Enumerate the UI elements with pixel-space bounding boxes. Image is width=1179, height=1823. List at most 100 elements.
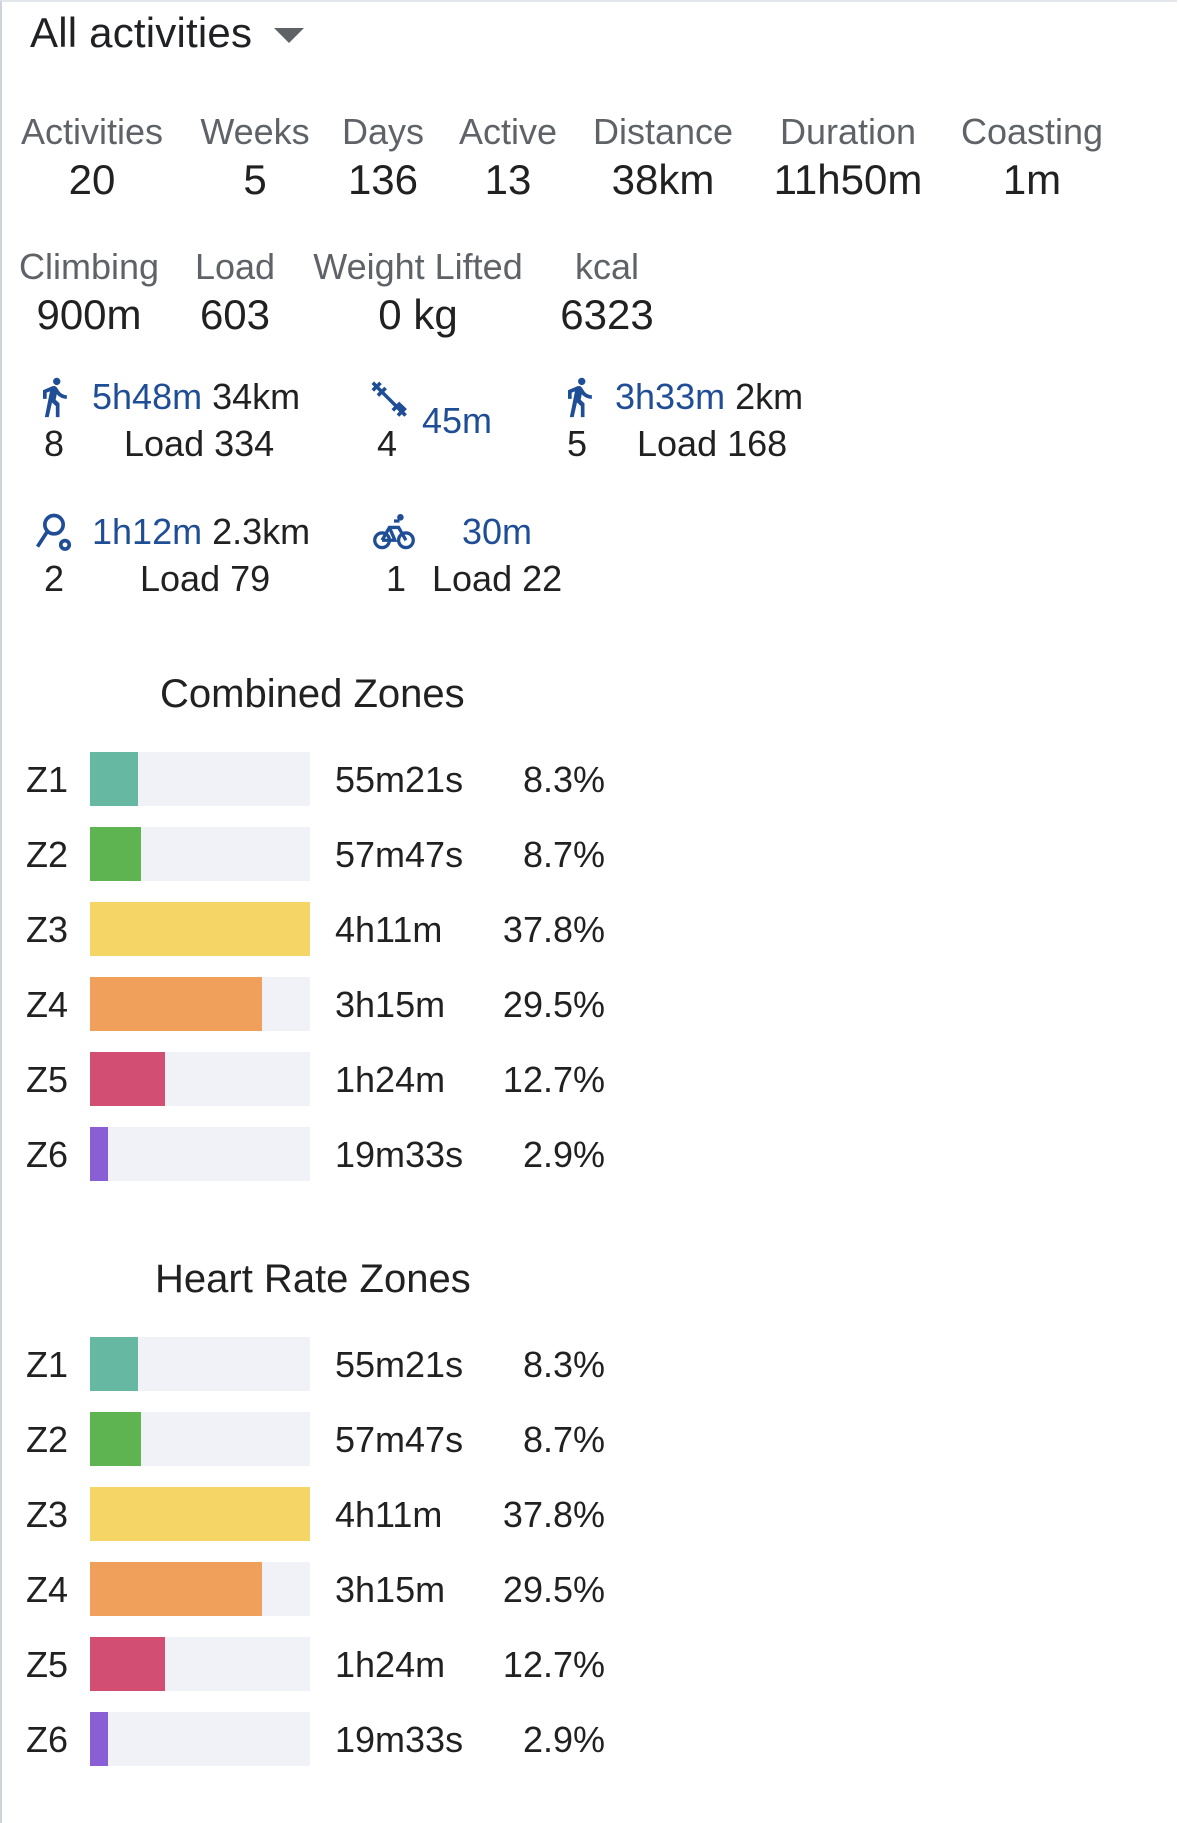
zone-percent: 29.5% [502, 1569, 605, 1610]
stat-value: 1m [1002, 156, 1062, 203]
zone-bar-track [90, 1337, 310, 1391]
zone-label: Z2 [26, 1419, 69, 1460]
stat-value: 900m [36, 291, 142, 338]
zone-percent: 8.3% [522, 759, 605, 800]
stat-duration: Duration 11h50m [774, 110, 923, 206]
heart-rate-zones-title: Heart Rate Zones [155, 1257, 471, 1301]
stat-label: Days [341, 111, 425, 152]
zone-percent: 2.9% [522, 1719, 605, 1760]
zone-percent: 37.8% [502, 1494, 605, 1535]
sport-duration: 1h12m [92, 511, 203, 552]
stat-weeks: Weeks 5 [200, 110, 309, 206]
zone-label: Z4 [26, 984, 69, 1025]
sport-weight-training[interactable]: 45m 4 [350, 375, 520, 475]
zone-row-z6: Z6 19m33s 2.9% [0, 1712, 700, 1766]
sport-count: 8 [44, 423, 65, 464]
zone-label: Z1 [26, 759, 69, 800]
zone-bar-track [90, 752, 310, 806]
zone-bar-fill [90, 1412, 141, 1466]
stat-kcal: kcal 6323 [560, 245, 653, 341]
stat-value: 136 [347, 156, 419, 203]
sport-load: Load 79 [140, 558, 271, 599]
zone-time: 19m33s [335, 1134, 464, 1175]
zone-bar-fill [90, 1127, 108, 1181]
stat-coasting: Coasting 1m [961, 110, 1103, 206]
zone-bar-fill [90, 752, 138, 806]
zone-row-z3: Z3 4h11m 37.8% [0, 902, 700, 956]
zone-bar-fill [90, 1052, 165, 1106]
zone-row-z5: Z5 1h24m 12.7% [0, 1052, 700, 1106]
sport-walk[interactable]: 3h33m 2km 5 Load 168 [545, 375, 825, 475]
zone-percent: 8.7% [522, 1419, 605, 1460]
stat-value: 13 [484, 156, 532, 203]
zone-percent: 8.3% [522, 1344, 605, 1385]
zone-bar-track [90, 1562, 310, 1616]
sport-distance: 34km [212, 376, 301, 417]
zone-row-z4: Z4 3h15m 29.5% [0, 1562, 700, 1616]
zone-bar-track [90, 1487, 310, 1541]
sport-distance: 2km [735, 376, 804, 417]
zone-bar-fill [90, 902, 310, 956]
route-icon [32, 510, 76, 554]
sport-duration: 45m [422, 400, 493, 441]
stat-load: Load 603 [195, 245, 275, 341]
zone-percent: 37.8% [502, 909, 605, 950]
zone-bar-fill [90, 1712, 108, 1766]
stat-label: Coasting [960, 111, 1104, 152]
run-icon [32, 375, 76, 419]
stat-label: Climbing [18, 246, 160, 287]
zone-bar-fill [90, 1337, 138, 1391]
stat-value: 603 [199, 291, 271, 338]
sport-duration: 30m [462, 511, 533, 552]
sport-run[interactable]: 5h48m 34km 8 Load 334 [0, 375, 340, 475]
zone-time: 1h24m [335, 1059, 446, 1100]
zone-bar-fill [90, 827, 141, 881]
stat-label: Weight Lifted [313, 246, 523, 287]
chevron-down-icon [274, 27, 305, 43]
sport-count: 1 [386, 558, 407, 599]
zone-label: Z3 [26, 909, 69, 950]
zone-time: 57m47s [335, 834, 464, 875]
sport-duration: 3h33m [615, 376, 726, 417]
activity-filter-dropdown[interactable]: All activities [30, 4, 305, 62]
sport-load: Load 334 [124, 423, 275, 464]
zone-percent: 12.7% [502, 1644, 605, 1685]
zone-label: Z2 [26, 834, 69, 875]
sport-load: Load 22 [432, 558, 563, 599]
zone-bar-track [90, 1127, 310, 1181]
sport-bike[interactable]: 30m 1 Load 22 [350, 510, 590, 610]
sport-load: Load 168 [637, 423, 788, 464]
combined-zones-title: Combined Zones [160, 672, 465, 716]
zone-bar-track [90, 1052, 310, 1106]
zone-bar-fill [90, 1487, 310, 1541]
stat-value: 38km [611, 156, 715, 203]
zone-time: 3h15m [335, 984, 446, 1025]
zone-time: 1h24m [335, 1644, 446, 1685]
weight-training-icon [364, 375, 408, 419]
zone-bar-track [90, 977, 310, 1031]
sport-route[interactable]: 1h12m 2.3km 2 Load 79 [0, 510, 340, 610]
stat-value: 11h50m [773, 156, 923, 203]
zone-bar-track [90, 1712, 310, 1766]
stat-label: Load [194, 246, 276, 287]
stat-climbing: Climbing 900m [19, 245, 159, 341]
stat-activities: Activities 20 [21, 110, 163, 206]
zone-time: 3h15m [335, 1569, 446, 1610]
bike-icon [372, 510, 416, 554]
zone-label: Z6 [26, 1719, 69, 1760]
sport-count: 2 [44, 558, 65, 599]
zone-bar-track [90, 902, 310, 956]
activity-filter-label: All activities [30, 9, 253, 56]
sport-count: 5 [567, 423, 588, 464]
zone-time: 55m21s [335, 759, 464, 800]
zone-row-z2: Z2 57m47s 8.7% [0, 1412, 700, 1466]
zone-row-z2: Z2 57m47s 8.7% [0, 827, 700, 881]
zone-row-z1: Z1 55m21s 8.3% [0, 752, 700, 806]
zone-label: Z4 [26, 1569, 69, 1610]
stat-weight-lifted: Weight Lifted 0 kg [313, 245, 522, 341]
stat-value: 6323 [560, 291, 654, 338]
zone-bar-track [90, 1412, 310, 1466]
stat-value: 20 [68, 156, 116, 203]
zone-percent: 12.7% [502, 1059, 605, 1100]
